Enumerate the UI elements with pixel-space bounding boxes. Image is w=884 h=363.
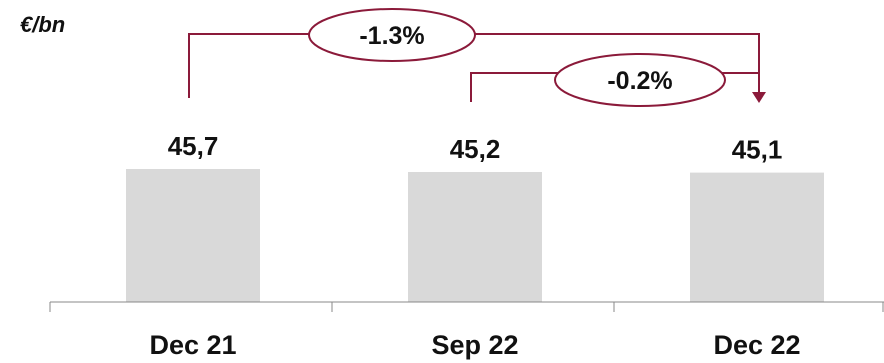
annotation-label-1: -0.2% — [607, 67, 672, 95]
value-label-0: 45,7 — [168, 131, 219, 161]
annotation-label-0: -1.3% — [359, 22, 424, 50]
category-label-2: Dec 22 — [713, 330, 800, 360]
annotation-ellipse-0 — [308, 8, 476, 62]
bar-0 — [126, 169, 260, 302]
annotation-arrowhead — [752, 92, 766, 103]
bar-1 — [408, 172, 542, 302]
category-label-0: Dec 21 — [149, 330, 236, 360]
value-label-2: 45,1 — [732, 135, 783, 165]
category-label-1: Sep 22 — [431, 330, 518, 360]
annotation-ellipse-1 — [554, 53, 726, 107]
unit-label: €/bn — [20, 12, 66, 37]
bar-2 — [690, 172, 824, 302]
value-label-1: 45,2 — [450, 134, 501, 164]
